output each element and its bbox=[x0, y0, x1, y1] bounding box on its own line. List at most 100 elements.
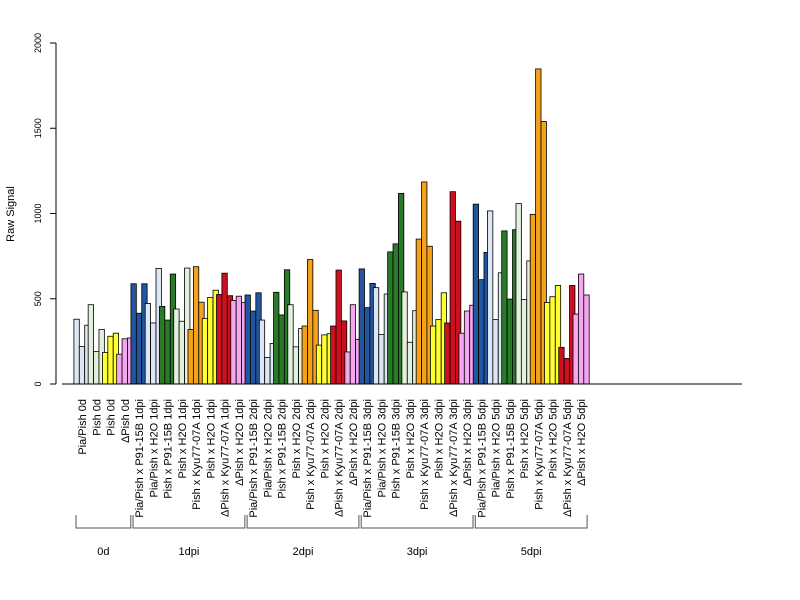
x-tick-label: Pish x H2O 3dpi bbox=[405, 399, 417, 478]
x-tick-label: Pia/Pish x H2O 2dpi bbox=[262, 399, 274, 497]
x-tick-label: Pish x P91-15B 3dpi bbox=[391, 399, 403, 499]
bar bbox=[264, 357, 271, 385]
bar bbox=[458, 332, 465, 385]
bar bbox=[221, 272, 228, 385]
bar bbox=[544, 302, 551, 385]
x-tick-label: ΔPish x H2O 1dpi bbox=[234, 399, 246, 486]
bar bbox=[178, 320, 185, 385]
bar bbox=[478, 279, 485, 385]
group-bracket bbox=[246, 515, 360, 529]
x-tick-label: Pish x P91-15B 5dpi bbox=[505, 399, 517, 499]
x-tick-label: ΔPish x Kyu77-07A 3dpi bbox=[448, 399, 460, 517]
x-tick-label: Pia/Pish x P91-15B 5dpi bbox=[476, 399, 488, 518]
x-tick-label: Pia/Pish x H2O 3dpi bbox=[376, 399, 388, 497]
x-tick-label: Pia/Pish x P91-15B 1dpi bbox=[134, 399, 146, 518]
x-tick-label: ΔPish x H2O 5dpi bbox=[576, 399, 588, 486]
bar bbox=[583, 294, 590, 385]
group-bracket bbox=[132, 515, 246, 529]
bar bbox=[287, 304, 294, 385]
bar bbox=[130, 283, 137, 385]
group-label: 1dpi bbox=[179, 546, 200, 558]
bar bbox=[449, 191, 456, 385]
x-tick-label: Pia/Pish x H2O 1dpi bbox=[148, 399, 160, 497]
bar bbox=[372, 287, 380, 385]
x-tick-label: Pish x Kyu77-07A 1dpi bbox=[191, 399, 203, 510]
bar bbox=[244, 294, 251, 385]
bar bbox=[321, 334, 328, 385]
x-tick-label: Pish x H2O 5dpi bbox=[548, 399, 560, 478]
bar bbox=[116, 353, 123, 385]
x-tick-label: Pish 0d bbox=[106, 399, 118, 436]
bar bbox=[207, 296, 214, 385]
y-tick-label: 500 bbox=[33, 291, 43, 306]
bar bbox=[421, 181, 428, 385]
bars bbox=[73, 68, 590, 385]
group-label: 0d bbox=[97, 546, 109, 558]
bar bbox=[102, 352, 109, 385]
bar bbox=[349, 304, 357, 385]
x-tick-label: ΔPish x Kyu77-07A 5dpi bbox=[562, 399, 574, 517]
bar bbox=[392, 243, 399, 385]
bar bbox=[387, 251, 394, 385]
x-tick-label: Pish x Kyu77-07A 3dpi bbox=[419, 399, 431, 510]
y-tick-label: 2000 bbox=[33, 33, 43, 53]
bar bbox=[549, 296, 556, 385]
x-tick-label: ΔPish x Kyu77-07A 1dpi bbox=[220, 399, 232, 517]
bar bbox=[216, 294, 223, 385]
group-label: 5dpi bbox=[521, 546, 542, 558]
bar bbox=[378, 334, 385, 385]
bar bbox=[87, 304, 94, 385]
bar bbox=[250, 310, 257, 385]
bar bbox=[78, 346, 86, 385]
bar bbox=[535, 68, 542, 385]
bar bbox=[406, 341, 414, 385]
group-label: 3dpi bbox=[407, 546, 428, 558]
y-tick-label: 0 bbox=[33, 381, 43, 386]
bar bbox=[73, 318, 80, 385]
bar bbox=[278, 314, 285, 385]
bar bbox=[301, 325, 308, 385]
x-axis: Pia/Pish 0d Pish 0d Pish 0d ΔPish 0d Pia/Pis… bbox=[62, 383, 742, 518]
x-tick-label: Pish x P91-15B 2dpi bbox=[277, 399, 289, 499]
bar bbox=[292, 346, 300, 385]
y-axis-label: Raw Signal bbox=[5, 186, 17, 242]
bar bbox=[230, 300, 237, 385]
group-label: 2dpi bbox=[293, 546, 314, 558]
x-tick-label: Pia/Pish 0d bbox=[77, 399, 89, 455]
bar bbox=[335, 269, 342, 385]
bar bbox=[415, 238, 422, 385]
bar bbox=[463, 310, 471, 385]
bar bbox=[501, 230, 508, 385]
bar bbox=[401, 291, 408, 385]
bar bbox=[235, 295, 242, 385]
group-bracket bbox=[75, 515, 132, 529]
bar bbox=[150, 322, 157, 385]
bar bbox=[121, 338, 128, 385]
bar bbox=[558, 346, 565, 385]
y-tick-label: 1000 bbox=[33, 203, 43, 223]
bar bbox=[107, 335, 114, 385]
bar bbox=[429, 325, 437, 385]
bar bbox=[273, 291, 280, 385]
bar bbox=[506, 298, 513, 385]
x-tick-label: Pish 0d bbox=[91, 399, 103, 436]
x-tick-label: ΔPish x H2O 2dpi bbox=[348, 399, 360, 486]
bar bbox=[307, 259, 314, 385]
x-tick-label: Pia/Pish x H2O 5dpi bbox=[491, 399, 503, 497]
bar bbox=[344, 351, 351, 385]
bar bbox=[315, 344, 323, 385]
x-tick-label: Pish x H2O 2dpi bbox=[291, 399, 303, 478]
x-tick-label: ΔPish 0d bbox=[120, 399, 132, 443]
bar bbox=[135, 312, 143, 385]
bar bbox=[201, 317, 209, 385]
x-tick-label: ΔPish x H2O 3dpi bbox=[462, 399, 474, 486]
x-tick-label: Pish x P91-15B 1dpi bbox=[163, 399, 175, 499]
group-bracket bbox=[360, 515, 474, 529]
bar bbox=[435, 319, 442, 385]
bar bbox=[173, 308, 180, 385]
bar bbox=[159, 306, 166, 385]
bar bbox=[144, 303, 151, 385]
bar bbox=[358, 268, 365, 385]
x-tick-label: Pia/Pish x P91-15B 2dpi bbox=[248, 399, 260, 518]
